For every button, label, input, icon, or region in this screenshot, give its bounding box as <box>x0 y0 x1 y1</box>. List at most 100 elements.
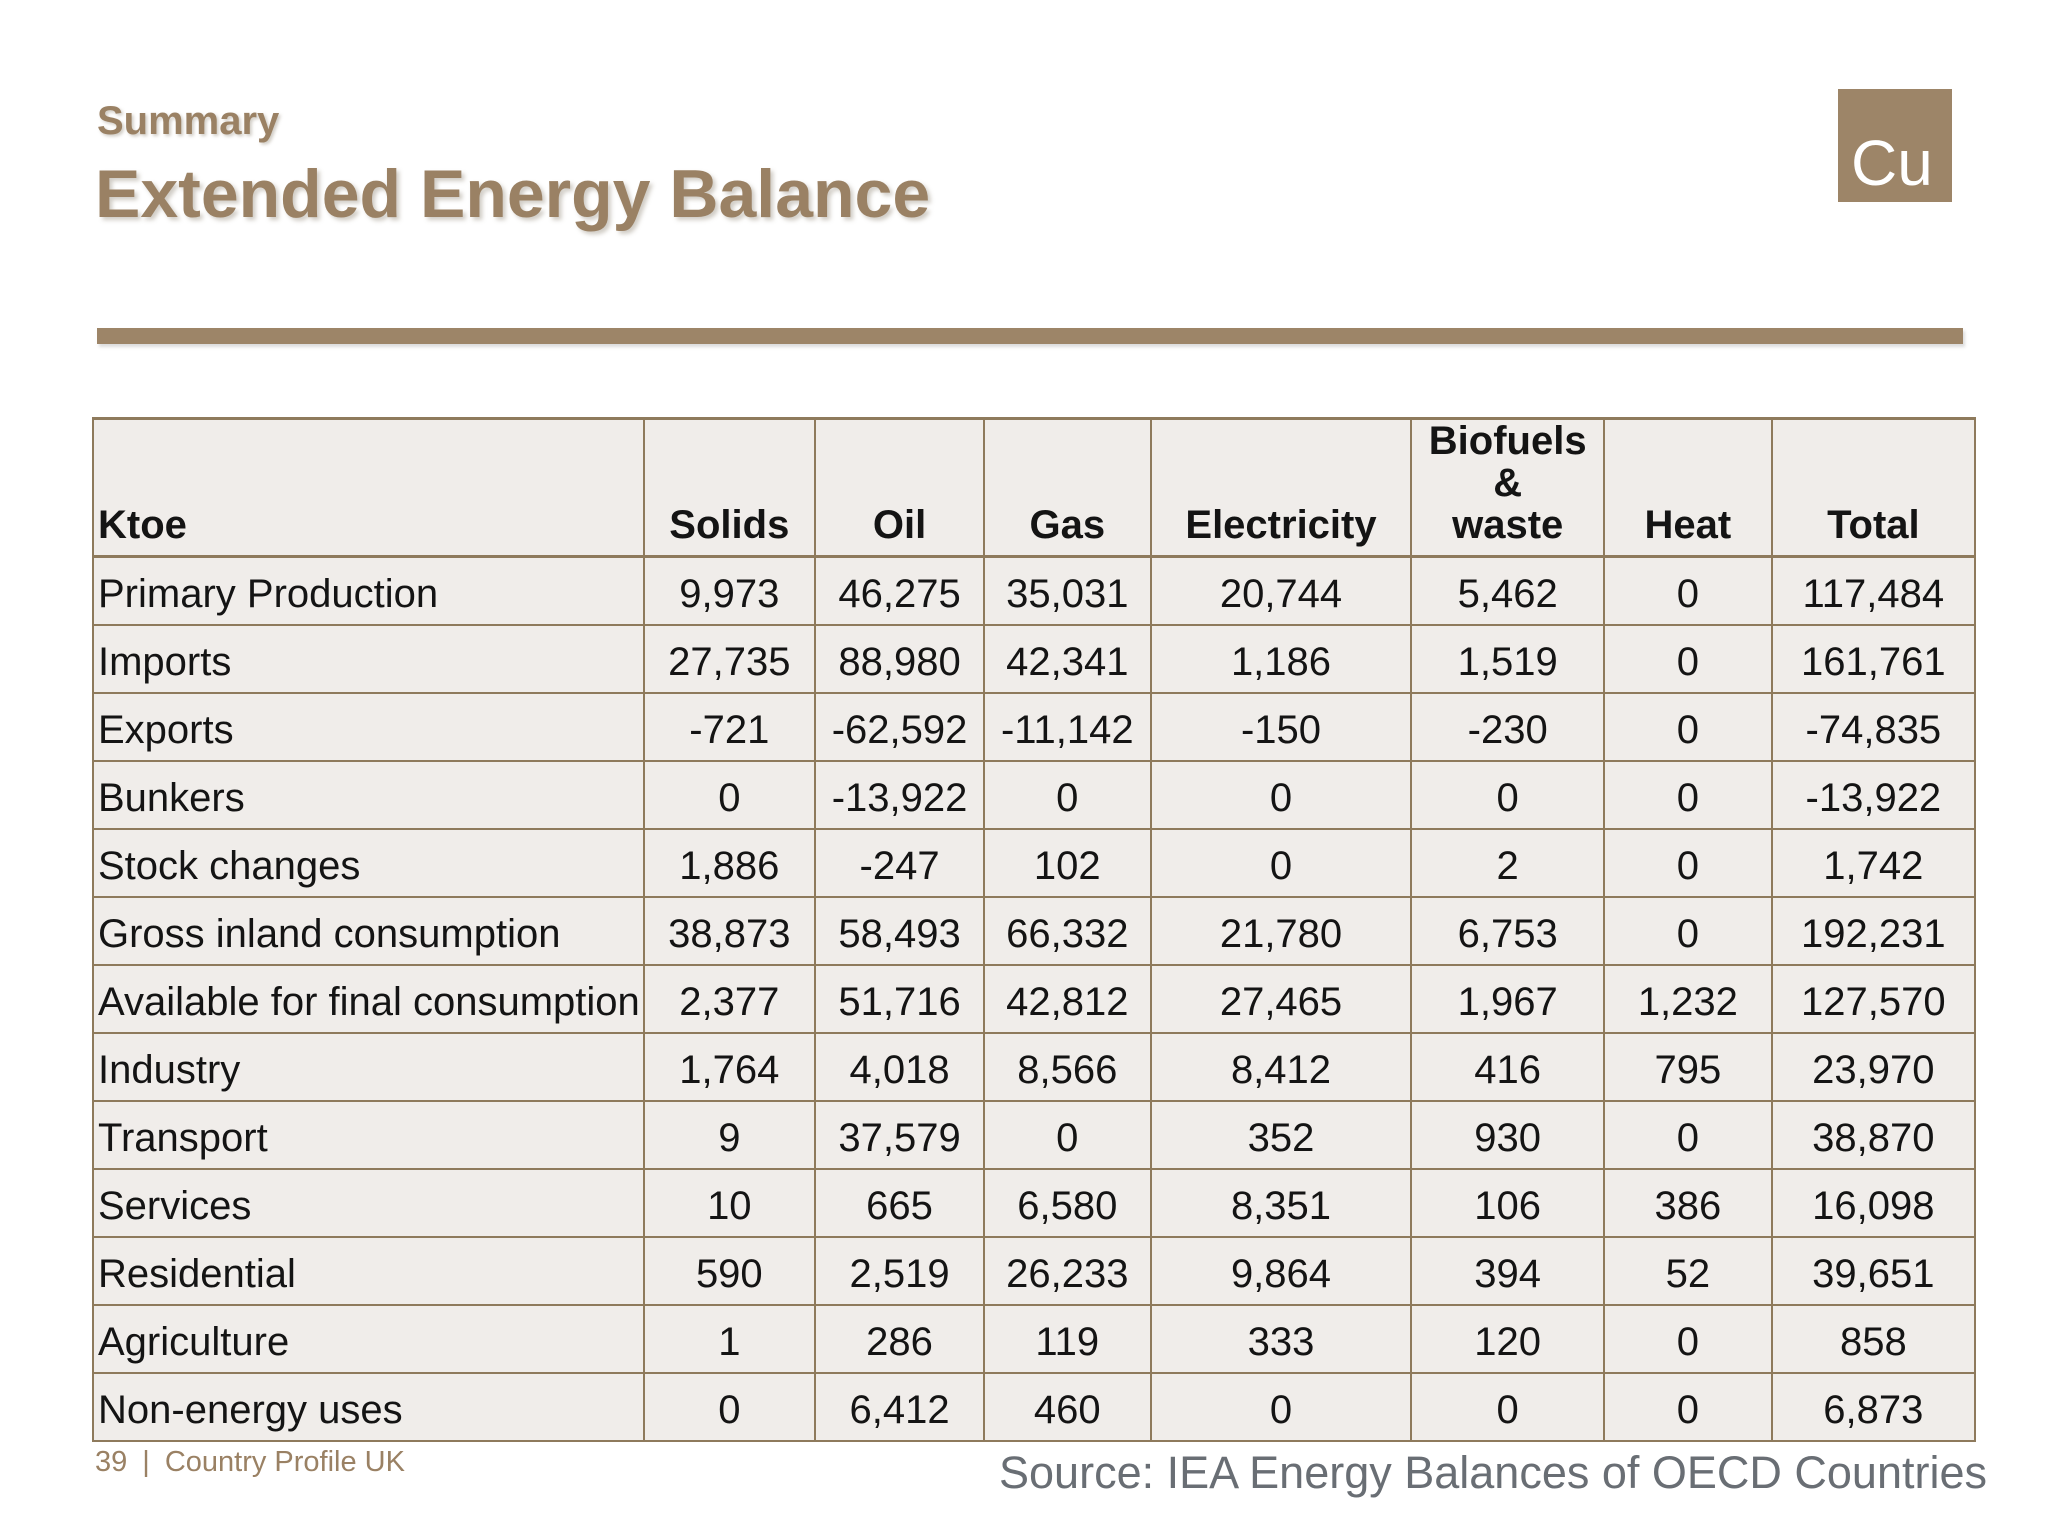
row-label: Gross inland consumption <box>92 895 645 966</box>
value-cell: 38,873 <box>642 895 817 966</box>
table-row: Services 10 665 6,580 8,351 106 386 16,098 <box>92 1167 1977 1238</box>
cu-logo-text: Cu <box>1851 127 1933 200</box>
cu-logo: Cu <box>1838 89 1952 202</box>
table-row: Bunkers 0 -13,922 0 0 0 0 -13,922 <box>92 759 1977 830</box>
value-cell: -62,592 <box>814 691 985 762</box>
value-cell: 9,973 <box>642 555 817 626</box>
value-cell: 665 <box>814 1167 985 1238</box>
value-cell: 0 <box>642 1371 817 1442</box>
column-header: Biofuels & waste <box>1410 417 1606 558</box>
page-title: Extended Energy Balance <box>95 156 931 232</box>
value-cell: 20,744 <box>1149 555 1413 626</box>
column-header: Gas <box>982 417 1152 558</box>
value-cell: 1 <box>642 1303 817 1374</box>
value-cell: 386 <box>1603 1167 1773 1238</box>
value-cell: 6,580 <box>982 1167 1152 1238</box>
value-cell: 0 <box>1603 555 1773 626</box>
value-cell: 106 <box>1410 1167 1606 1238</box>
table-row: Residential 590 2,519 26,233 9,864 394 52 39,65… <box>92 1235 1977 1306</box>
page-number: 39 <box>95 1446 128 1478</box>
value-cell: 0 <box>1603 759 1773 830</box>
value-cell: -74,835 <box>1770 691 1977 762</box>
row-label: Agriculture <box>92 1303 645 1374</box>
value-cell: 23,970 <box>1770 1031 1977 1102</box>
value-cell: 27,735 <box>642 623 817 694</box>
value-cell: 42,341 <box>982 623 1152 694</box>
table-row: Stock changes 1,886 -247 102 0 2 0 1,742 <box>92 827 1977 898</box>
value-cell: 1,886 <box>642 827 817 898</box>
value-cell: 35,031 <box>982 555 1152 626</box>
value-cell: 42,812 <box>982 963 1152 1034</box>
value-cell: 0 <box>1603 827 1773 898</box>
value-cell: 10 <box>642 1167 817 1238</box>
column-header-ktoe: Ktoe <box>92 417 645 558</box>
value-cell: 192,231 <box>1770 895 1977 966</box>
value-cell: 119 <box>982 1303 1152 1374</box>
value-cell: 0 <box>642 759 817 830</box>
table-row: Industry 1,764 4,018 8,566 8,412 416 795 23,970 <box>92 1031 1977 1102</box>
value-cell: 0 <box>1603 623 1773 694</box>
value-cell: 0 <box>1410 1371 1606 1442</box>
value-cell: -230 <box>1410 691 1606 762</box>
value-cell: 6,873 <box>1770 1371 1977 1442</box>
value-cell: 6,412 <box>814 1371 985 1442</box>
column-header: Heat <box>1603 417 1773 558</box>
value-cell: 0 <box>1603 691 1773 762</box>
value-cell: 66,332 <box>982 895 1152 966</box>
value-cell: 39,651 <box>1770 1235 1977 1306</box>
value-cell: 416 <box>1410 1031 1606 1102</box>
value-cell: 21,780 <box>1149 895 1413 966</box>
value-cell: -150 <box>1149 691 1413 762</box>
value-cell: 38,870 <box>1770 1099 1977 1170</box>
value-cell: 8,351 <box>1149 1167 1413 1238</box>
footer-separator: | <box>142 1446 150 1478</box>
value-cell: 930 <box>1410 1099 1606 1170</box>
energy-balance-table: Ktoe Solids Oil Gas Electricity Biofuels & wa… <box>92 417 1977 1442</box>
value-cell: 1,742 <box>1770 827 1977 898</box>
table-row: Imports 27,735 88,980 42,341 1,186 1,519 0 161,… <box>92 623 1977 694</box>
value-cell: 2,519 <box>814 1235 985 1306</box>
row-label: Primary Production <box>92 555 645 626</box>
value-cell: 0 <box>982 1099 1152 1170</box>
value-cell: 0 <box>1603 1099 1773 1170</box>
value-cell: 0 <box>1149 827 1413 898</box>
value-cell: 102 <box>982 827 1152 898</box>
column-header: Total <box>1770 417 1977 558</box>
value-cell: 858 <box>1770 1303 1977 1374</box>
table-row: Exports -721 -62,592 -11,142 -150 -230 0 -74,83… <box>92 691 1977 762</box>
value-cell: 16,098 <box>1770 1167 1977 1238</box>
value-cell: 9 <box>642 1099 817 1170</box>
value-cell: -11,142 <box>982 691 1152 762</box>
value-cell: 0 <box>1603 1371 1773 1442</box>
value-cell: 0 <box>1603 895 1773 966</box>
table-row: Available for final consumption 2,377 51,7… <box>92 963 1977 1034</box>
value-cell: 352 <box>1149 1099 1413 1170</box>
value-cell: 51,716 <box>814 963 985 1034</box>
row-label: Available for final consumption <box>92 963 645 1034</box>
value-cell: 1,967 <box>1410 963 1606 1034</box>
row-label: Residential <box>92 1235 645 1306</box>
value-cell: 394 <box>1410 1235 1606 1306</box>
value-cell: -13,922 <box>814 759 985 830</box>
value-cell: 88,980 <box>814 623 985 694</box>
value-cell: 9,864 <box>1149 1235 1413 1306</box>
value-cell: -247 <box>814 827 985 898</box>
title-divider-rule <box>97 328 1963 344</box>
value-cell: 460 <box>982 1371 1152 1442</box>
value-cell: 0 <box>1149 1371 1413 1442</box>
value-cell: 590 <box>642 1235 817 1306</box>
source-citation: Source: IEA Energy Balances of OECD Coun… <box>999 1447 1987 1498</box>
row-label: Imports <box>92 623 645 694</box>
table-body: Primary Production 9,973 46,275 35,031 20,74… <box>92 555 1977 1442</box>
row-label: Bunkers <box>92 759 645 830</box>
value-cell: 0 <box>1603 1303 1773 1374</box>
value-cell: 117,484 <box>1770 555 1977 626</box>
value-cell: 333 <box>1149 1303 1413 1374</box>
row-label: Services <box>92 1167 645 1238</box>
energy-balance-table-container: Ktoe Solids Oil Gas Electricity Biofuels & wa… <box>92 417 1977 1442</box>
table-header-row: Ktoe Solids Oil Gas Electricity Biofuels & wa… <box>92 417 1977 558</box>
value-cell: 58,493 <box>814 895 985 966</box>
table-row: Non-energy uses 0 6,412 460 0 0 0 6,873 <box>92 1371 1977 1442</box>
table-row: Primary Production 9,973 46,275 35,031 20,74… <box>92 555 1977 626</box>
value-cell: 795 <box>1603 1031 1773 1102</box>
